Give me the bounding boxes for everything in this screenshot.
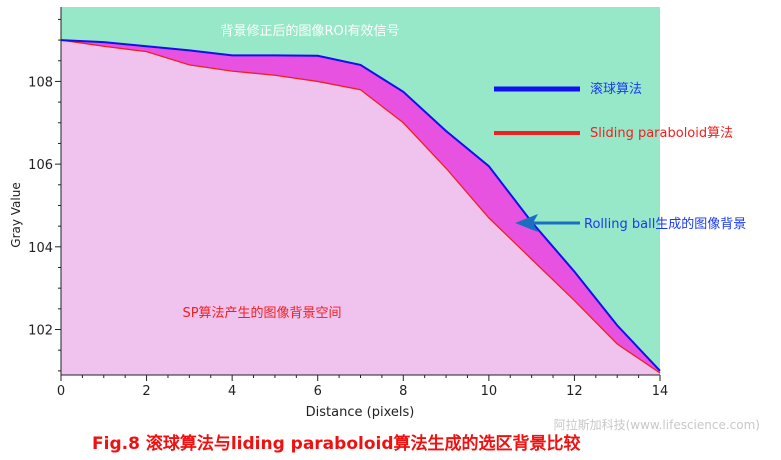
watermark: 阿拉斯加科技(www.lifescience.com) bbox=[554, 417, 760, 432]
axes: 0 2 4 6 8 10 12 14 102 104 106 108 bbox=[28, 7, 668, 399]
series-line-sliding-paraboloid bbox=[60, 39, 661, 374]
x-tick-label: 14 bbox=[652, 384, 669, 399]
legend-label-sliding-paraboloid: Sliding paraboloid算法 bbox=[590, 126, 733, 141]
x-axis-label: Distance (pixels) bbox=[306, 405, 415, 420]
x-tick-label: 10 bbox=[481, 384, 498, 399]
annotation-arrow bbox=[515, 214, 580, 232]
sp-region-label: SP算法产生的图像背景空间 bbox=[182, 305, 341, 321]
x-tick-label: 0 bbox=[57, 384, 65, 399]
sp-background-fill bbox=[61, 40, 660, 376]
x-tick-label: 8 bbox=[399, 384, 407, 399]
y-tick-label: 102 bbox=[28, 324, 53, 339]
y-tick-label: 108 bbox=[28, 75, 53, 90]
x-tick-label: 2 bbox=[142, 384, 150, 399]
x-tick-label: 6 bbox=[314, 384, 322, 399]
y-axis-label: Gray Value bbox=[9, 182, 23, 247]
signal-region-label: 背景修正后的图像ROI有效信号 bbox=[220, 23, 399, 39]
x-tick-label: 4 bbox=[228, 384, 236, 399]
x-tick-label: 12 bbox=[566, 384, 583, 399]
y-tick-label: 106 bbox=[28, 158, 53, 173]
rolling-ball-region-label: Rolling ball生成的图像背景 bbox=[584, 216, 746, 232]
series-line-rolling-ball bbox=[60, 39, 661, 372]
figure-caption: Fig.8 滚球算法与liding paraboloid算法生成的选区背景比较 bbox=[92, 433, 581, 454]
legend-label-rolling-ball: 滚球算法 bbox=[590, 81, 642, 97]
y-tick-label: 104 bbox=[28, 241, 53, 256]
